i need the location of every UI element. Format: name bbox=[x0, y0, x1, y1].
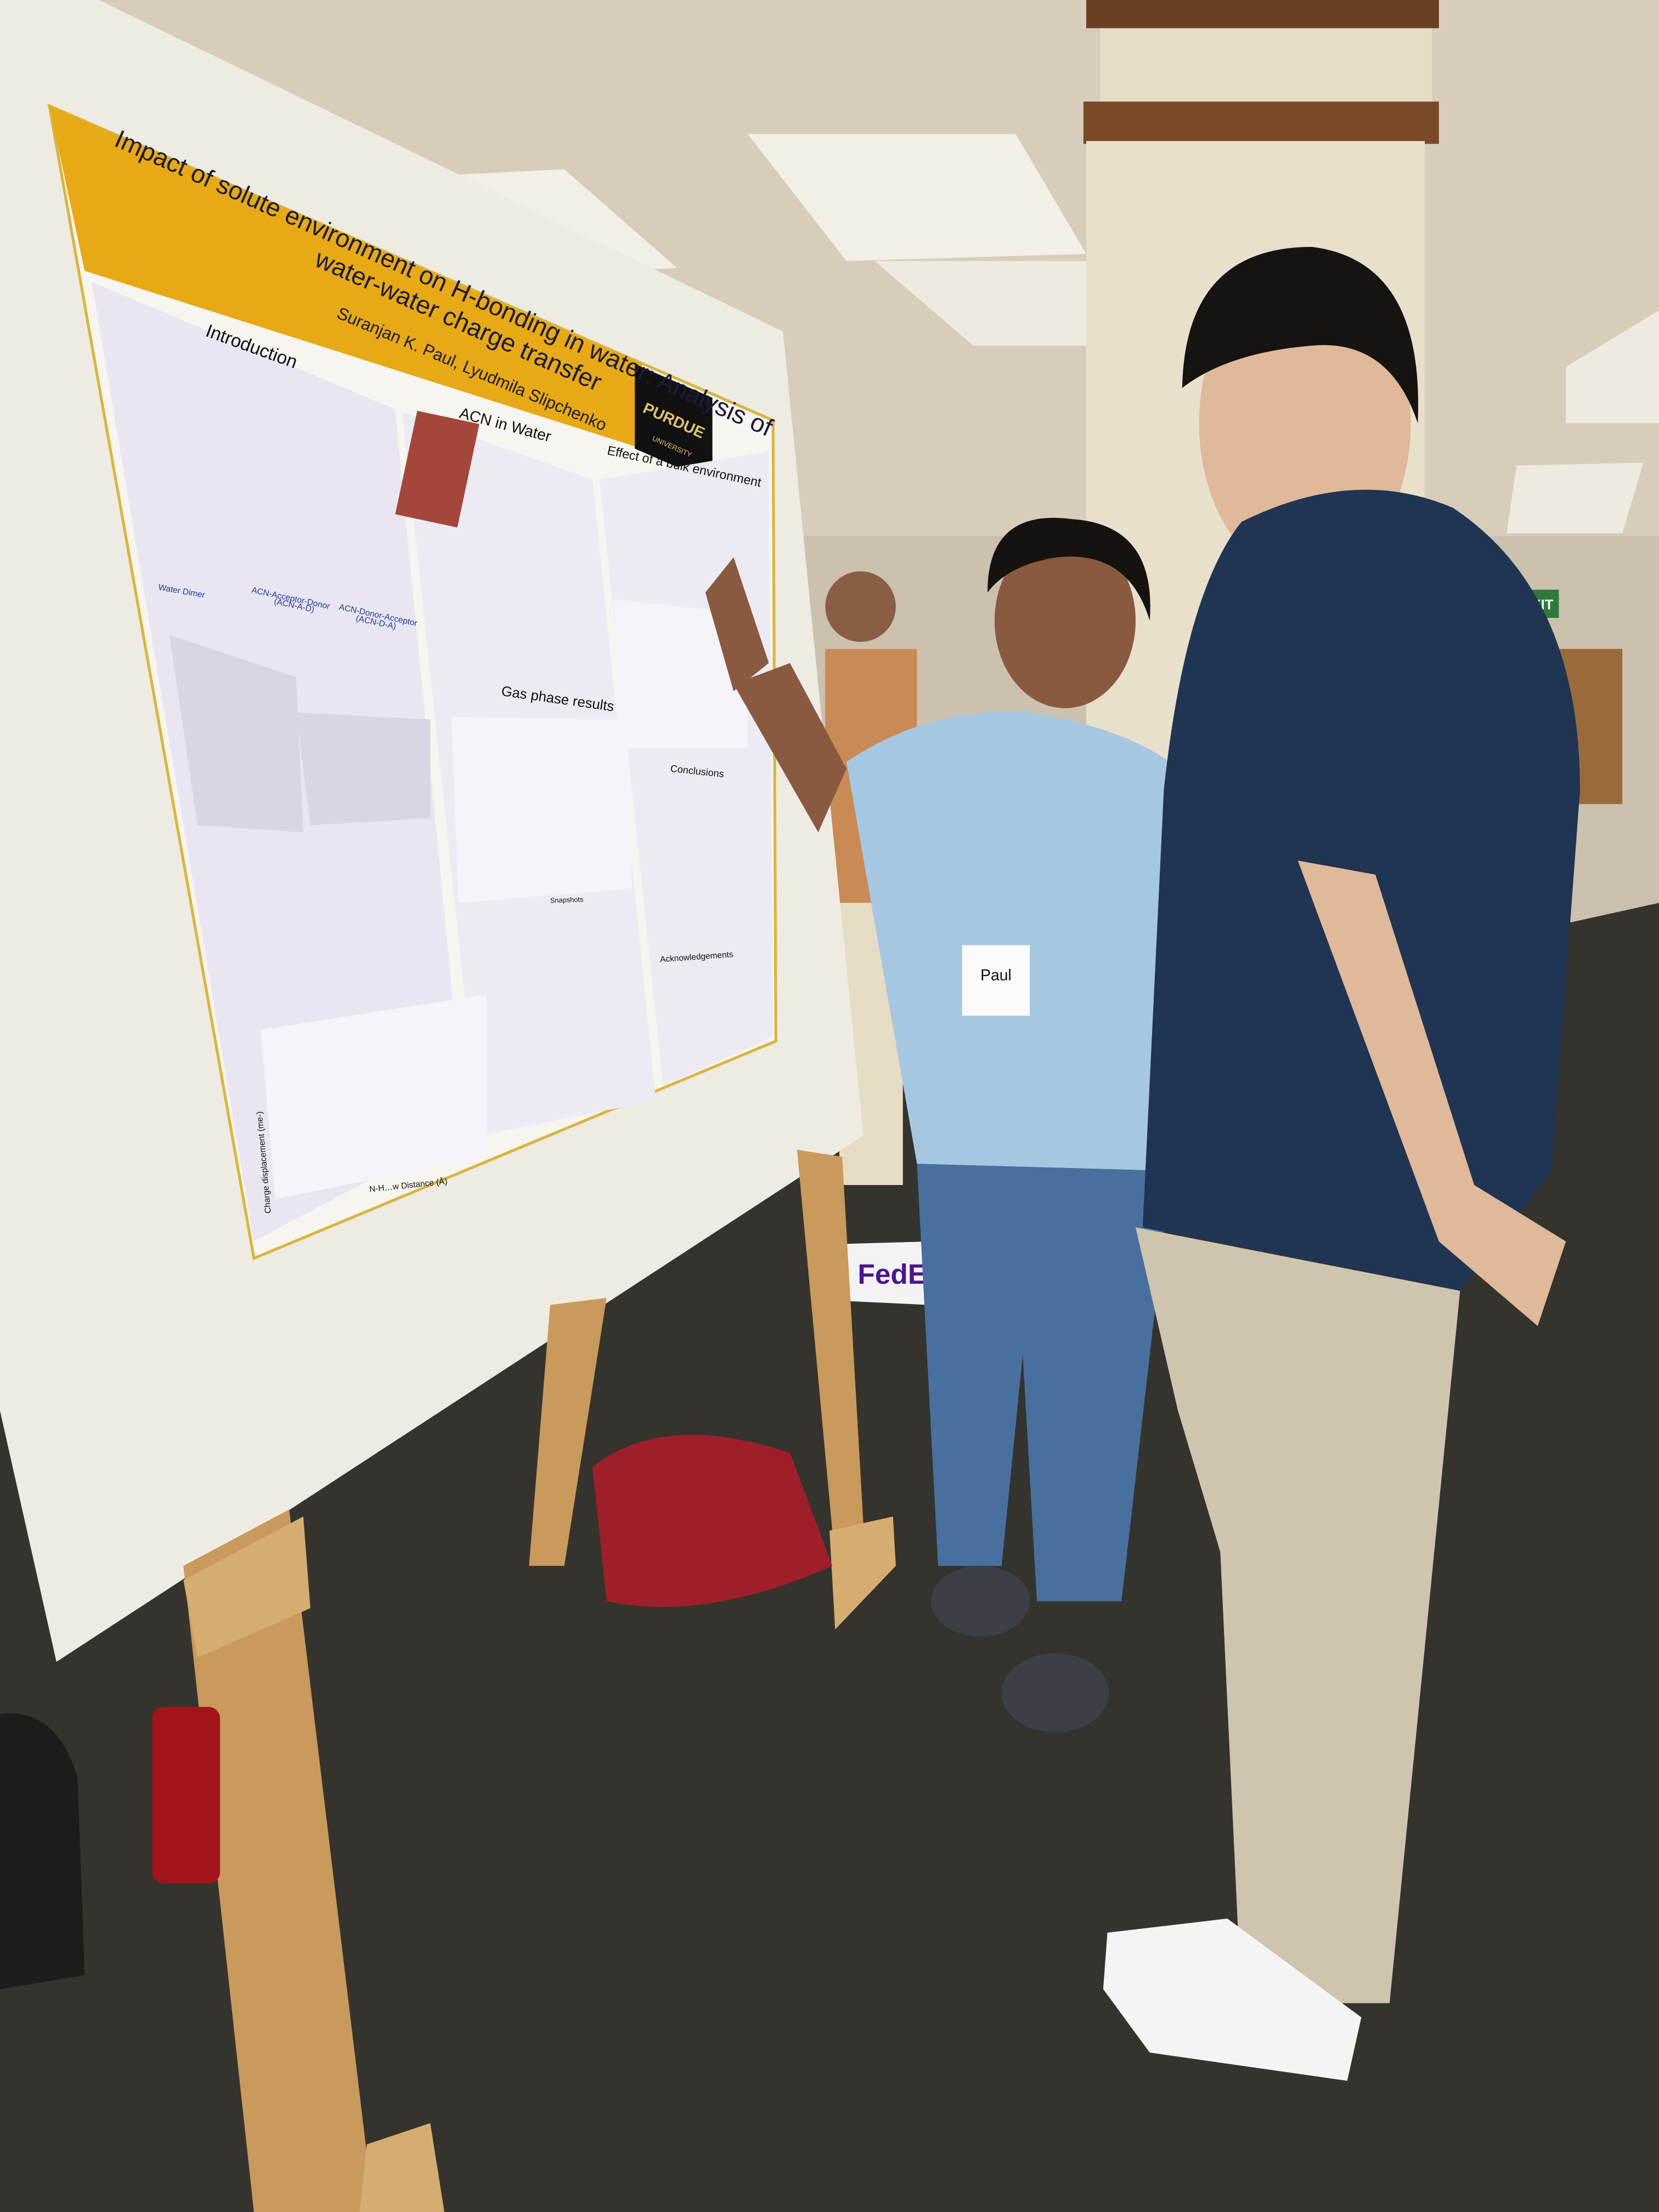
purdue-logo bbox=[635, 364, 713, 483]
name-badge bbox=[962, 945, 1030, 1016]
listener-shoe bbox=[1103, 1918, 1362, 2081]
poster-plots bbox=[451, 716, 632, 903]
presenter-shirt bbox=[846, 712, 1199, 1171]
ceiling-light bbox=[1566, 310, 1659, 424]
ceiling-light bbox=[1506, 462, 1644, 533]
easel-leg bbox=[529, 1297, 607, 1566]
floor-sign bbox=[832, 1241, 932, 1305]
pillar-trim bbox=[1083, 101, 1439, 144]
easel-foot bbox=[359, 2123, 444, 2212]
poster-plots bbox=[613, 599, 748, 748]
presenter-hand bbox=[705, 557, 769, 691]
bottle bbox=[152, 1707, 221, 1883]
easel-foot bbox=[830, 1516, 896, 1629]
listener-arm bbox=[1297, 860, 1566, 1327]
presenter-arm bbox=[733, 663, 847, 833]
name-badge-text: Paul bbox=[980, 966, 1012, 984]
ceiling-light bbox=[747, 134, 1086, 261]
presenter-shoe bbox=[931, 1566, 1030, 1637]
easel-leg bbox=[797, 1149, 864, 1531]
easel-clamp bbox=[183, 1516, 311, 1658]
backpack bbox=[592, 1435, 833, 1607]
poster-header bbox=[49, 105, 642, 449]
poster-plots bbox=[261, 994, 487, 1199]
presenter-face bbox=[994, 533, 1136, 708]
listener-hair bbox=[1182, 247, 1419, 424]
presenter-jeans bbox=[917, 1164, 1171, 1601]
poster-table bbox=[296, 712, 431, 826]
axis-label: Snapshots bbox=[550, 895, 583, 905]
presenter-hair bbox=[988, 517, 1150, 621]
presenter-shoe bbox=[1001, 1653, 1109, 1733]
poster-figure bbox=[395, 410, 479, 528]
ceiling-light bbox=[874, 261, 1086, 346]
easel-leg bbox=[183, 1509, 374, 2212]
bag bbox=[0, 1713, 85, 1989]
listener-trousers bbox=[1136, 1227, 1460, 2004]
poster-table bbox=[169, 635, 303, 833]
pillar-trim bbox=[1086, 0, 1439, 29]
background-person-head bbox=[825, 571, 896, 642]
